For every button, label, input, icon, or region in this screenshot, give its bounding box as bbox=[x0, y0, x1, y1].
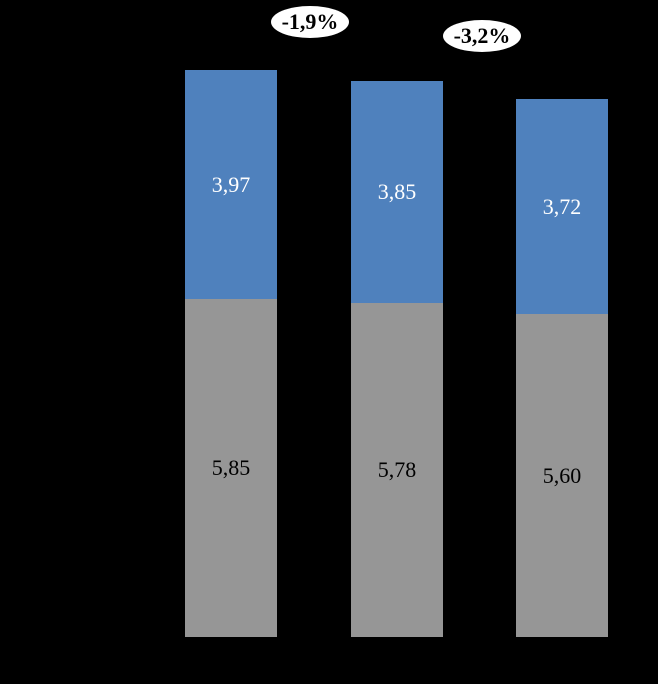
percent-change-badge-1-label: -1,9% bbox=[281, 9, 339, 34]
percent-change-badge-1: -1,9% bbox=[271, 6, 349, 38]
percent-change-badge-2: -3,2% bbox=[443, 20, 521, 52]
bar-1-blue-value-label: 3,97 bbox=[211, 171, 251, 197]
bar-3-blue-segment: 3,72 bbox=[516, 99, 608, 314]
bar-group-1: 3,97 5,85 bbox=[185, 70, 277, 637]
bar-1-gray-value-label: 5,85 bbox=[211, 455, 251, 480]
percent-change-badge-2-label: -3,2% bbox=[453, 23, 511, 48]
bar-3-gray-segment: 5,60 bbox=[516, 314, 608, 637]
bar-group-3: 3,72 5,60 bbox=[516, 99, 608, 637]
bar-2-gray-segment: 5,78 bbox=[351, 303, 443, 637]
bar-2-blue-value-label: 3,85 bbox=[377, 179, 417, 204]
bar-2-blue-segment: 3,85 bbox=[351, 81, 443, 303]
bar-group-2: 3,85 5,78 bbox=[351, 81, 443, 637]
bar-3-blue-value-label: 3,72 bbox=[542, 193, 582, 219]
bar-3-gray-value-label: 5,60 bbox=[542, 462, 582, 488]
bar-1-blue-segment: 3,97 bbox=[185, 70, 277, 299]
bar-2-gray-value-label: 5,78 bbox=[377, 457, 417, 482]
bar-1-gray-segment: 5,85 bbox=[185, 299, 277, 637]
